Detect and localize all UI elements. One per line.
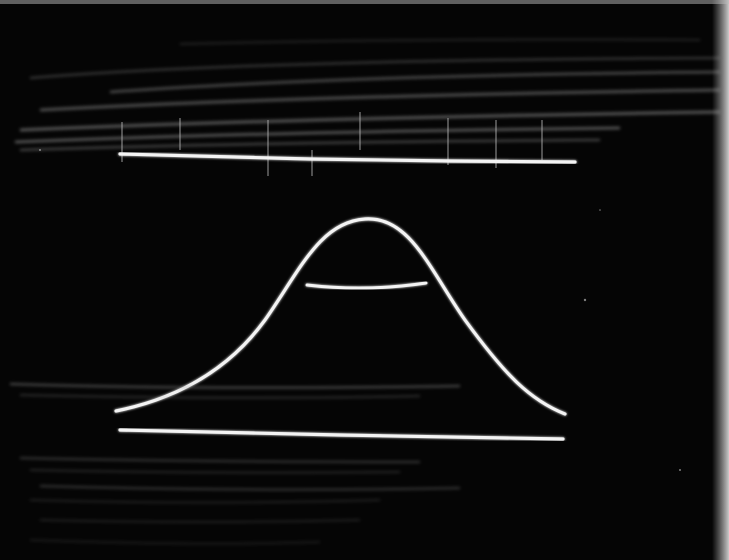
right-edge <box>712 0 729 560</box>
upper-streaks <box>14 38 721 151</box>
top-edge <box>0 0 729 4</box>
lower-baseline-trace <box>118 428 565 441</box>
half-width-arc <box>305 281 428 290</box>
bell-curve-trace <box>114 217 567 416</box>
dust-specks <box>39 149 681 471</box>
upper-baseline-trace <box>118 152 577 164</box>
lower-streaks <box>9 383 461 545</box>
